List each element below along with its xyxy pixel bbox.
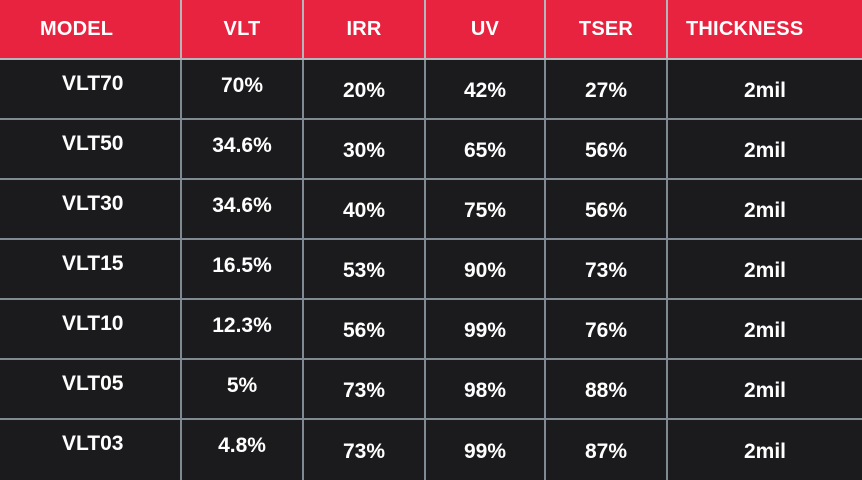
cell-tser: 56% xyxy=(546,120,668,180)
cell-model: VLT70 xyxy=(0,60,182,120)
cell-model: VLT03 xyxy=(0,420,182,480)
cell-model: VLT05 xyxy=(0,360,182,420)
cell-thickness: 2mil xyxy=(668,420,862,480)
cell-irr: 20% xyxy=(304,60,426,120)
cell-tser: 76% xyxy=(546,300,668,360)
cell-tser: 88% xyxy=(546,360,668,420)
cell-irr: 30% xyxy=(304,120,426,180)
header-vlt: VLT xyxy=(182,0,304,60)
cell-vlt: 34.6% xyxy=(182,120,304,180)
cell-tser: 73% xyxy=(546,240,668,300)
cell-uv: 99% xyxy=(426,420,546,480)
cell-tser: 56% xyxy=(546,180,668,240)
cell-uv: 99% xyxy=(426,300,546,360)
cell-uv: 75% xyxy=(426,180,546,240)
cell-irr: 73% xyxy=(304,360,426,420)
cell-thickness: 2mil xyxy=(668,180,862,240)
cell-irr: 73% xyxy=(304,420,426,480)
cell-vlt: 34.6% xyxy=(182,180,304,240)
cell-thickness: 2mil xyxy=(668,120,862,180)
cell-vlt: 70% xyxy=(182,60,304,120)
cell-tser: 27% xyxy=(546,60,668,120)
cell-irr: 40% xyxy=(304,180,426,240)
cell-vlt: 5% xyxy=(182,360,304,420)
cell-tser: 87% xyxy=(546,420,668,480)
cell-model: VLT50 xyxy=(0,120,182,180)
cell-model: VLT10 xyxy=(0,300,182,360)
header-tser: TSER xyxy=(546,0,668,60)
cell-irr: 53% xyxy=(304,240,426,300)
cell-uv: 65% xyxy=(426,120,546,180)
cell-vlt: 12.3% xyxy=(182,300,304,360)
cell-uv: 90% xyxy=(426,240,546,300)
cell-model: VLT30 xyxy=(0,180,182,240)
cell-model: VLT15 xyxy=(0,240,182,300)
cell-thickness: 2mil xyxy=(668,240,862,300)
header-uv: UV xyxy=(426,0,546,60)
cell-irr: 56% xyxy=(304,300,426,360)
cell-uv: 98% xyxy=(426,360,546,420)
cell-uv: 42% xyxy=(426,60,546,120)
cell-thickness: 2mil xyxy=(668,300,862,360)
header-irr: IRR xyxy=(304,0,426,60)
cell-vlt: 16.5% xyxy=(182,240,304,300)
header-model: MODEL xyxy=(0,0,182,60)
header-thickness: THICKNESS xyxy=(668,0,862,60)
cell-thickness: 2mil xyxy=(668,60,862,120)
cell-thickness: 2mil xyxy=(668,360,862,420)
cell-vlt: 4.8% xyxy=(182,420,304,480)
